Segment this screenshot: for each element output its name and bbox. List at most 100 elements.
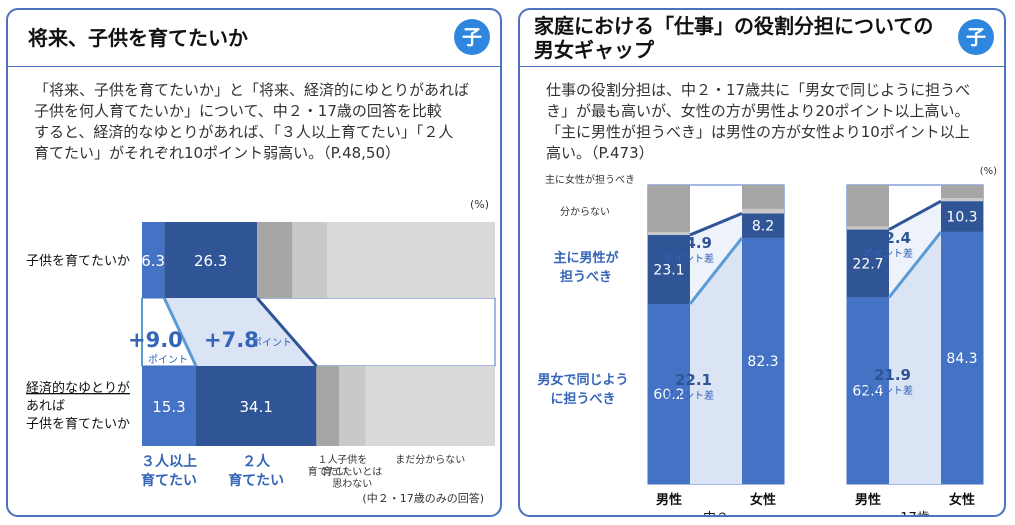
category-label: 女性: [949, 492, 975, 508]
data-label: 84.3: [946, 351, 977, 367]
right-title-line2: 男女ギャップ: [534, 38, 654, 62]
right-description-line: き」が最も高いが、女性の方が男性より20ポイント以上高い。: [546, 102, 970, 120]
data-label: 8.2: [752, 219, 774, 235]
bar-segment: [338, 366, 366, 446]
category-label: 男性: [656, 492, 682, 508]
kid-badge-icon: 子: [454, 19, 490, 55]
category-label: 経済的なゆとりが: [26, 380, 130, 396]
data-label: 22.7: [852, 256, 883, 272]
left-panel-title: 将来、子供を育てたいか: [28, 26, 248, 50]
diff-line: [688, 236, 744, 305]
category-label: 男性: [855, 492, 881, 508]
legend-label: 育てたいとは: [322, 465, 382, 478]
right-panel-header: 家庭における「仕事」の役割分担についての 男女ギャップ 子: [520, 10, 1004, 66]
diff-annotation-unit: ポイント差: [664, 252, 714, 265]
diff-area: [690, 237, 742, 484]
legend-label: まだ分からない: [395, 454, 465, 466]
group-label: 17歳: [900, 511, 930, 515]
right-header-divider: [520, 66, 1004, 67]
series-label: 主に男性が: [553, 250, 618, 266]
right-description-line: 「主に男性が担うべき」は男性の方が女性より10ポイント以上: [546, 123, 970, 141]
right-chart: (%) 60.2 23.1 男性 82.3 8.2 女性中２ 62.4 22.7 男性 84.3 10…: [537, 166, 997, 515]
right-description-line: 仕事の役割分担は、中２・17歳共に「男女で同じように担うべ: [546, 81, 971, 99]
bar-segment: [847, 226, 889, 230]
diff-annotation-value: 12.4: [874, 229, 911, 247]
diff-line: [887, 231, 943, 299]
data-label: 60.2: [653, 387, 684, 403]
bar-segment: [292, 222, 327, 298]
series-label: 分からない: [560, 206, 610, 218]
right-panel-title: 家庭における「仕事」の役割分担についての 男女ギャップ: [534, 15, 933, 61]
data-label: 26.3: [194, 252, 227, 270]
bar-segment: [742, 185, 784, 209]
bar-segment: [742, 208, 784, 214]
diff-annotation-value: 14.9: [675, 234, 712, 252]
bar-segment: [941, 185, 983, 199]
bar-segment: [257, 222, 293, 298]
data-label: 23.1: [653, 262, 684, 278]
diff-line: [255, 297, 318, 367]
footnote: (中２・17歳のみの回答): [362, 491, 484, 505]
legend-label: 育てたい: [141, 472, 197, 489]
bar-segment: [648, 304, 690, 484]
left-description-line: すると、経済的なゆとりがあれば、「３人以上育てたい」「２人: [34, 123, 454, 141]
bar-segment: [742, 237, 784, 484]
category-label: 女性: [750, 492, 776, 508]
kid-badge-icon: 子: [958, 19, 994, 55]
bar-segment: [326, 222, 495, 298]
diff-annotation-unit: ポイント差: [664, 389, 714, 402]
right-panel: 家庭における「仕事」の役割分担についての 男女ギャップ 子 仕事の役割分担は、中…: [518, 8, 1006, 517]
data-label: 34.1: [239, 398, 272, 416]
right-unit-label: (%): [980, 166, 997, 177]
bar-segment: [847, 297, 889, 484]
bar-segment: [648, 185, 690, 232]
diff-annotation-value: 21.9: [874, 366, 911, 384]
bar-segment: [142, 222, 165, 298]
diff-annotation-value: 22.1: [675, 371, 712, 389]
data-label: 6.3: [141, 252, 165, 270]
series-label: 男女で同じよう: [537, 372, 628, 388]
right-description: 仕事の役割分担は、中２・17歳共に「男女で同じように担うべ き」が最も高いが、女性…: [546, 80, 996, 164]
diff-annotation-unit: ポイント差: [863, 384, 913, 397]
bar-segment: [941, 198, 983, 202]
bar-segment: [847, 185, 889, 227]
diff-area: [690, 213, 742, 305]
category-label: 子供を育てたいか: [26, 416, 130, 432]
left-panel-header: 将来、子供を育てたいか 子: [8, 10, 500, 66]
diff-annotation-unit: ポイント: [252, 337, 292, 349]
series-label: に担うべき: [550, 391, 615, 407]
left-header-divider: [8, 66, 500, 67]
bar-segment: [847, 229, 889, 298]
bar-segment: [316, 366, 339, 446]
diff-area: [889, 201, 941, 298]
legend-label: 育てたい: [308, 465, 348, 478]
diff-line: [888, 199, 942, 231]
legend-label: １人: [318, 454, 338, 466]
left-unit-label: (%): [470, 198, 489, 211]
diff-area: [889, 231, 941, 484]
diff-annotation-unit: ポイント: [148, 354, 188, 366]
left-description-line: 子供を何人育てたいか」について、中２・17歳の回答を比較: [34, 102, 442, 120]
legend-label: 思わない: [332, 478, 372, 490]
bar-segment: [164, 222, 258, 298]
bar-segment: [941, 231, 983, 484]
bar-segment: [742, 213, 784, 238]
bar-segment: [196, 366, 317, 446]
data-label: 15.3: [152, 398, 185, 416]
category-label: あれば: [26, 399, 65, 414]
right-description-line: 高い。（P.473）: [546, 144, 654, 162]
bar-segment: [941, 201, 983, 232]
diff-area: [164, 298, 317, 366]
bar-segment: [648, 231, 690, 235]
legend-label: 育てたい: [228, 472, 284, 489]
data-label: 82.3: [747, 354, 778, 370]
diff-line: [162, 297, 198, 367]
data-label: 10.3: [946, 210, 977, 226]
left-chart: (%)6.315.326.334.1+9.0ポイント+7.8ポイント子供を育てた…: [26, 198, 496, 505]
legend-label: ３人以上: [141, 453, 197, 470]
diff-line: [689, 212, 743, 237]
series-label: 主に女性が担うべき: [545, 173, 635, 186]
left-description: 「将来、子供を育てたいか」と「将来、経済的にゆとりがあれば 子供を何人育てたいか」…: [34, 80, 494, 164]
left-description-line: 「将来、子供を育てたいか」と「将来、経済的にゆとりがあれば: [34, 81, 470, 99]
left-panel: 将来、子供を育てたいか 子 「将来、子供を育てたいか」と「将来、経済的にゆとりが…: [6, 8, 502, 517]
